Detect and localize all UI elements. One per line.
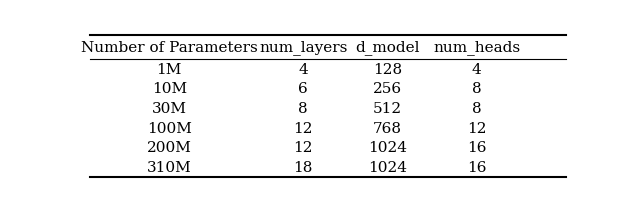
Text: 8: 8	[472, 82, 482, 96]
Text: 100M: 100M	[147, 121, 192, 135]
Text: 12: 12	[294, 141, 313, 155]
Text: 4: 4	[472, 62, 482, 76]
Text: 200M: 200M	[147, 141, 192, 155]
Text: 768: 768	[373, 121, 402, 135]
Text: num_heads: num_heads	[433, 40, 520, 55]
Text: 12: 12	[467, 121, 486, 135]
Text: 128: 128	[373, 62, 402, 76]
Text: 6: 6	[298, 82, 308, 96]
Text: 18: 18	[294, 160, 313, 174]
Text: 16: 16	[467, 160, 486, 174]
Text: d_model: d_model	[355, 40, 420, 55]
Text: 10M: 10M	[152, 82, 187, 96]
Text: 256: 256	[373, 82, 402, 96]
Text: 16: 16	[467, 141, 486, 155]
Text: 1024: 1024	[368, 160, 407, 174]
Text: 30M: 30M	[152, 102, 187, 116]
Text: 8: 8	[298, 102, 308, 116]
Text: 1024: 1024	[368, 141, 407, 155]
Text: 8: 8	[472, 102, 482, 116]
Text: num_layers: num_layers	[259, 40, 348, 55]
Text: 12: 12	[294, 121, 313, 135]
Text: 1M: 1M	[157, 62, 182, 76]
Text: 4: 4	[298, 62, 308, 76]
Text: Number of Parameters: Number of Parameters	[81, 41, 258, 55]
Text: 512: 512	[373, 102, 402, 116]
Text: 310M: 310M	[147, 160, 191, 174]
